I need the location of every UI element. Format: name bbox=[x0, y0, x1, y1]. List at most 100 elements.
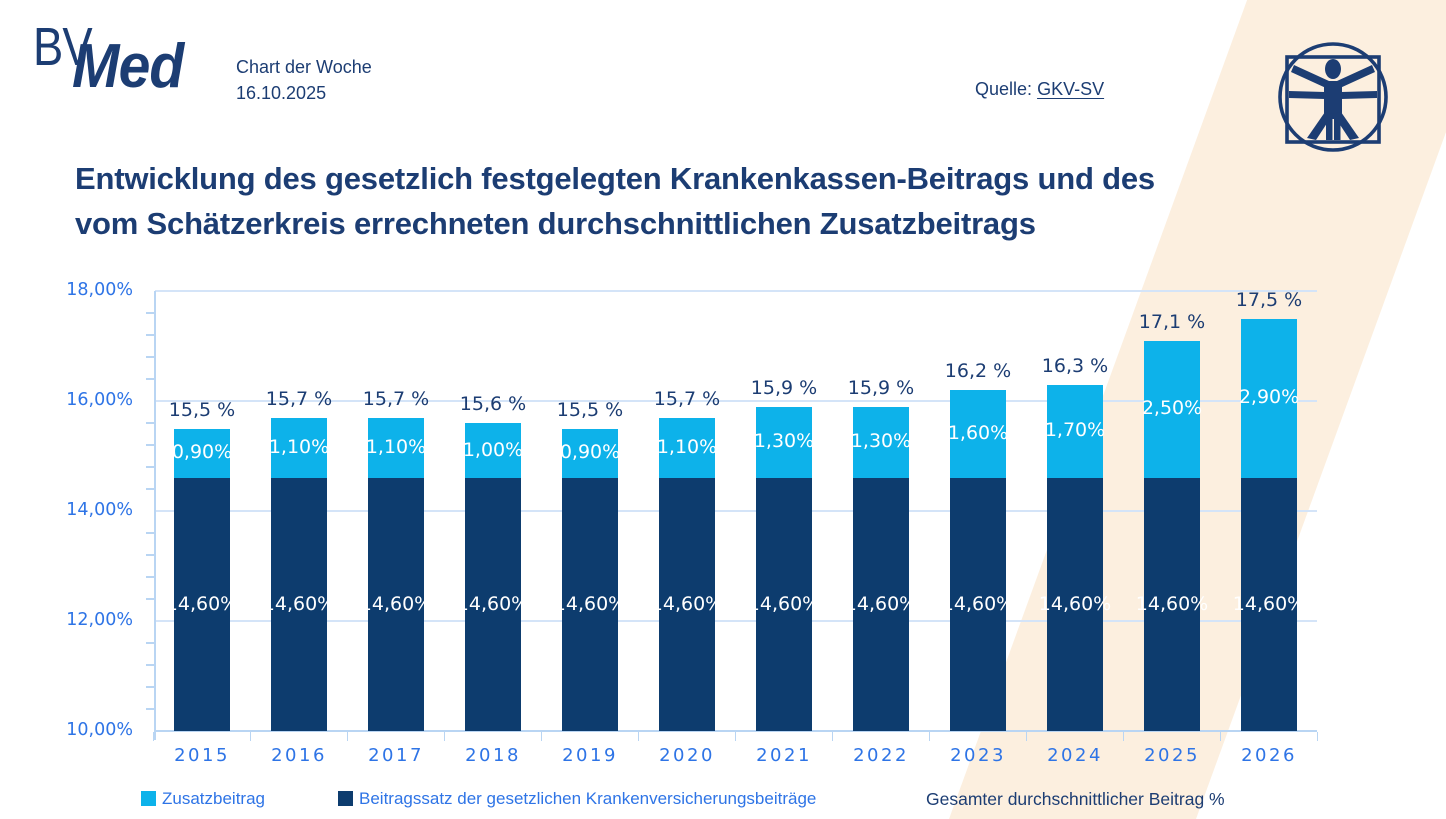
bar-total-label-2024: 16,3 % bbox=[1041, 354, 1109, 377]
y-axis-minor-tick bbox=[146, 642, 154, 644]
x-axis-tick bbox=[831, 732, 834, 741]
bar-total-label-2018: 15,6 % bbox=[459, 393, 527, 415]
x-axis-tick bbox=[928, 732, 931, 741]
bar-segment-zusatzbeitrag-2016 bbox=[271, 417, 327, 478]
bar-segment-beitragssatz-2016 bbox=[271, 478, 327, 731]
vitruvian-man-icon bbox=[1278, 42, 1388, 152]
bar-segment-beitragssatz-2023 bbox=[950, 478, 1006, 731]
bar-segment-zusatzbeitrag-2019 bbox=[562, 428, 618, 478]
x-axis-tick bbox=[249, 732, 252, 741]
x-axis-tick bbox=[1122, 732, 1125, 741]
bar-segment-zusatzbeitrag-2023 bbox=[950, 390, 1006, 478]
tagline-date: 16.10.2025 bbox=[236, 83, 327, 103]
bar-segment-zusatzbeitrag-2018 bbox=[465, 423, 521, 478]
bar-segment-beitragssatz-2020 bbox=[659, 478, 715, 731]
y-axis-minor-tick bbox=[146, 422, 154, 424]
bar-total-label-2020: 15,7 % bbox=[653, 387, 721, 410]
bar-segment-beitragssatz-2024 bbox=[1047, 478, 1103, 731]
y-axis-label: 16,00% bbox=[66, 390, 133, 410]
bar-total-label-2021: 15,9 % bbox=[750, 376, 818, 399]
title-line1: Entwicklung des gesetzlich festgelegten … bbox=[75, 161, 1155, 196]
bar-label-zusatzbeitrag-2023: 1,60% bbox=[947, 422, 1009, 444]
bar-segment-beitragssatz-2018 bbox=[465, 478, 521, 731]
bar-label-beitragssatz-2019: 14,60% bbox=[553, 592, 627, 615]
bar-segment-beitragssatz-2026 bbox=[1241, 478, 1297, 731]
y-axis-label: 18,00% bbox=[66, 280, 133, 300]
legend-label-zusatzbeitrag: Zusatzbeitrag bbox=[162, 789, 265, 808]
gridline-18 bbox=[155, 290, 1317, 292]
x-axis-label-2023: 2023 bbox=[950, 745, 1006, 766]
x-axis-tick bbox=[443, 732, 446, 741]
bar-segment-beitragssatz-2017 bbox=[368, 478, 424, 731]
bar-label-beitragssatz-2016: 14,60% bbox=[262, 592, 336, 615]
x-axis-label-2024: 2024 bbox=[1047, 745, 1103, 766]
bar-label-beitragssatz-2021: 14,60% bbox=[747, 592, 821, 615]
bar-segment-beitragssatz-2015 bbox=[174, 478, 230, 731]
bar-segment-zusatzbeitrag-2015 bbox=[174, 428, 230, 478]
chart-tagline: Chart der Woche 16.10.2025 bbox=[236, 54, 372, 106]
x-axis-label-2026: 2026 bbox=[1241, 745, 1297, 766]
bar-total-label-2025: 17,1 % bbox=[1138, 310, 1206, 333]
y-axis-line bbox=[154, 291, 156, 740]
bar-total-label-2022: 15,9 % bbox=[847, 376, 915, 399]
legend-swatch-zusatzbeitrag bbox=[141, 791, 156, 806]
source-link[interactable]: GKV-SV bbox=[1037, 79, 1105, 99]
bar-segment-beitragssatz-2022 bbox=[853, 478, 909, 731]
y-axis-minor-tick bbox=[146, 334, 154, 336]
bar-segment-zusatzbeitrag-2022 bbox=[853, 406, 909, 478]
y-axis-minor-tick bbox=[146, 708, 154, 710]
y-axis-minor-tick bbox=[146, 598, 154, 600]
bar-label-zusatzbeitrag-2016: 1,10% bbox=[268, 435, 330, 458]
title-line2: vom Schätzerkreis errechneten durchschni… bbox=[75, 206, 1036, 241]
bar-total-label-2016: 15,7 % bbox=[265, 387, 333, 410]
bar-segment-zusatzbeitrag-2017 bbox=[368, 417, 424, 478]
bar-segment-zusatzbeitrag-2024 bbox=[1047, 384, 1103, 478]
x-axis-tick bbox=[152, 732, 155, 741]
bar-label-beitragssatz-2023: 14,60% bbox=[941, 592, 1015, 615]
x-axis-label-2019: 2019 bbox=[562, 745, 618, 766]
bar-segment-beitragssatz-2021 bbox=[756, 478, 812, 731]
y-axis-minor-tick bbox=[146, 466, 154, 468]
legend-label-beitragssatz: Beitragssatz der gesetzlichen Krankenver… bbox=[359, 789, 817, 808]
y-axis-label: 14,00% bbox=[66, 500, 133, 520]
y-axis-minor-tick bbox=[146, 444, 154, 446]
y-axis-minor-tick bbox=[146, 576, 154, 578]
bar-segment-zusatzbeitrag-2025 bbox=[1144, 340, 1200, 478]
bar-label-beitragssatz-2026: 14,60% bbox=[1232, 592, 1306, 615]
bar-label-zusatzbeitrag-2019: 0,90% bbox=[559, 441, 621, 464]
bar-label-zusatzbeitrag-2015: 0,90% bbox=[171, 441, 233, 464]
x-axis-label-2015: 2015 bbox=[174, 745, 230, 766]
bar-label-zusatzbeitrag-2021: 1,30% bbox=[753, 430, 815, 453]
bar-label-beitragssatz-2018: 14,60% bbox=[456, 592, 530, 615]
y-axis-minor-tick bbox=[146, 488, 154, 490]
x-axis-tick bbox=[637, 732, 640, 741]
bar-segment-zusatzbeitrag-2026 bbox=[1241, 318, 1297, 478]
bar-label-beitragssatz-2017: 14,60% bbox=[359, 592, 433, 615]
page-title: Entwicklung des gesetzlich festgelegten … bbox=[75, 156, 1385, 246]
bar-label-zusatzbeitrag-2025: 2,50% bbox=[1141, 397, 1203, 420]
source-note: Quelle: GKV-SV bbox=[975, 79, 1104, 100]
bar-total-label-2026: 17,5 % bbox=[1235, 288, 1303, 311]
bar-label-beitragssatz-2020: 14,60% bbox=[650, 592, 724, 615]
y-axis-minor-tick bbox=[146, 312, 154, 314]
bar-total-label-2015: 15,5 % bbox=[168, 398, 236, 421]
source-label: Quelle: bbox=[975, 79, 1033, 99]
x-axis-label-2016: 2016 bbox=[271, 745, 327, 766]
bar-label-zusatzbeitrag-2020: 1,10% bbox=[656, 435, 718, 458]
x-axis-label-2025: 2025 bbox=[1144, 745, 1200, 766]
legend-note-gesamtbeitrag: Gesamter durchschnittlicher Beitrag % bbox=[926, 789, 1225, 809]
bar-label-zusatzbeitrag-2017: 1,10% bbox=[365, 435, 427, 458]
logo-med-text: Med bbox=[72, 32, 184, 101]
gridline-12 bbox=[155, 620, 1317, 622]
x-axis-tick bbox=[1025, 732, 1028, 741]
y-axis-minor-tick bbox=[146, 356, 154, 358]
bar-label-zusatzbeitrag-2026: 2,90% bbox=[1238, 386, 1300, 409]
bar-total-label-2023: 16,2 % bbox=[944, 360, 1012, 382]
y-axis-minor-tick bbox=[146, 686, 154, 688]
x-axis-tick bbox=[540, 732, 543, 741]
bar-segment-beitragssatz-2019 bbox=[562, 478, 618, 731]
legend-swatch-beitragssatz bbox=[338, 791, 353, 806]
gridline-16 bbox=[155, 400, 1317, 402]
bar-segment-zusatzbeitrag-2021 bbox=[756, 406, 812, 478]
